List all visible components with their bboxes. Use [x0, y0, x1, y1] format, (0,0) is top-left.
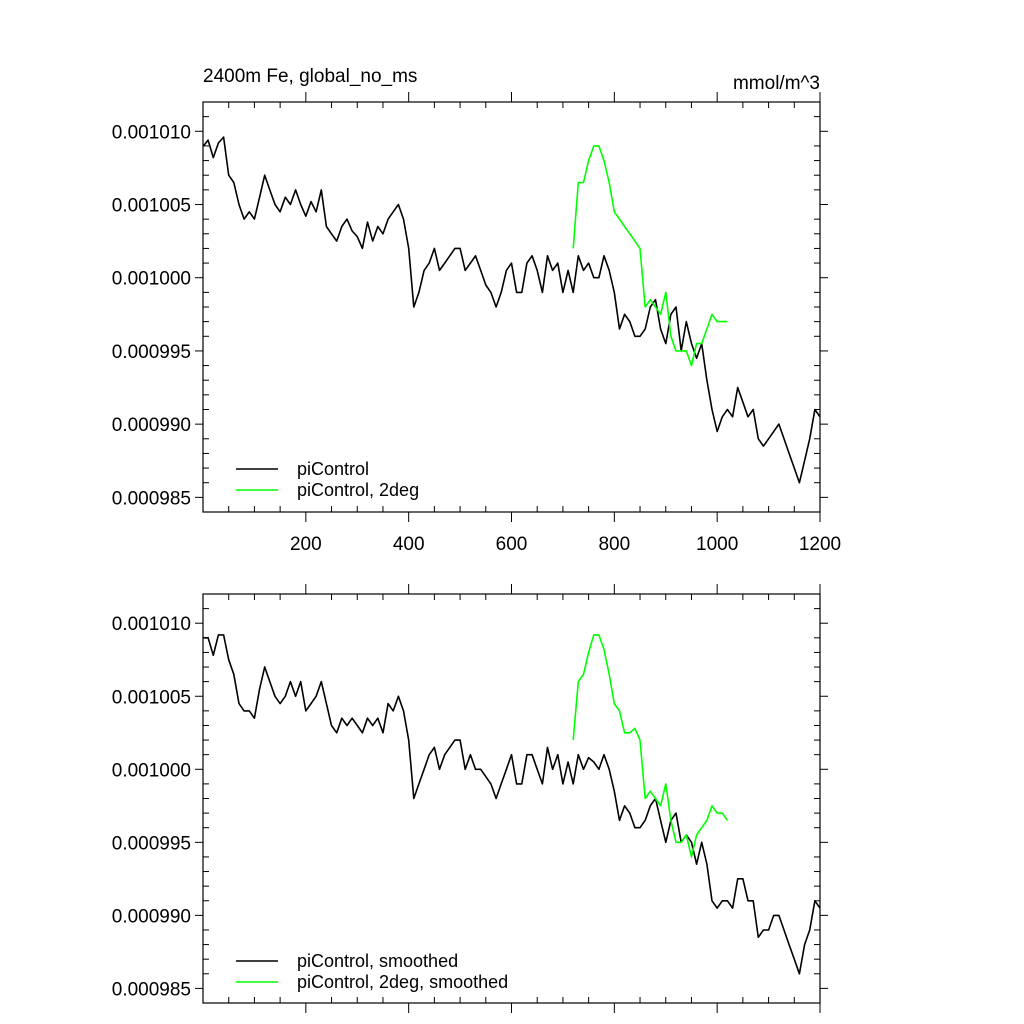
plot-frame [202, 593, 821, 1004]
legend-label: piControl [297, 459, 369, 479]
x-tick-label: 1000 [696, 534, 738, 555]
y-tick-label: 0.001005 [112, 687, 191, 708]
y-tick-label: 0.000990 [112, 906, 191, 927]
series-line-2 [572, 634, 729, 858]
y-tick-label: 0.001010 [112, 614, 191, 635]
y-tick-label: 0.000990 [112, 415, 191, 436]
y-tick-label: 0.001000 [112, 760, 191, 781]
plot-frame [202, 101, 821, 513]
y-tick-label: 0.000995 [112, 833, 191, 854]
legend-label: piControl, 2deg, smoothed [297, 972, 508, 992]
y-tick-label: 0.000985 [112, 979, 191, 1000]
units-label: mmol/m^3 [733, 73, 820, 94]
y-tick-label: 0.000995 [112, 342, 191, 363]
series-line-2 [572, 145, 728, 367]
y-tick-label: 0.000985 [112, 488, 191, 509]
x-tick-label: 200 [290, 534, 322, 555]
x-tick-label: 800 [598, 534, 630, 555]
bottom-panel: 0.001010 0.001005 0.001000 0.000995 0.000990… [112, 584, 828, 1013]
chart-title: 2400m Fe, global_no_ms [203, 66, 417, 87]
x-tick-label: 600 [496, 534, 528, 555]
y-tick-label: 0.001000 [112, 269, 191, 290]
y-tick-label: 0.001005 [112, 196, 191, 217]
x-tick-label: 400 [393, 534, 425, 555]
series-line-1 [203, 634, 821, 975]
series-line-1 [202, 136, 821, 484]
x-tick-label: 1200 [799, 534, 841, 555]
legend-label: piControl, 2deg [297, 480, 419, 500]
y-tick-label: 0.001010 [112, 122, 191, 143]
top-panel: 2400m Fe, global_no_ms mmol/m^3 200 400 60… [112, 66, 841, 555]
legend-label: piControl, smoothed [297, 951, 458, 971]
